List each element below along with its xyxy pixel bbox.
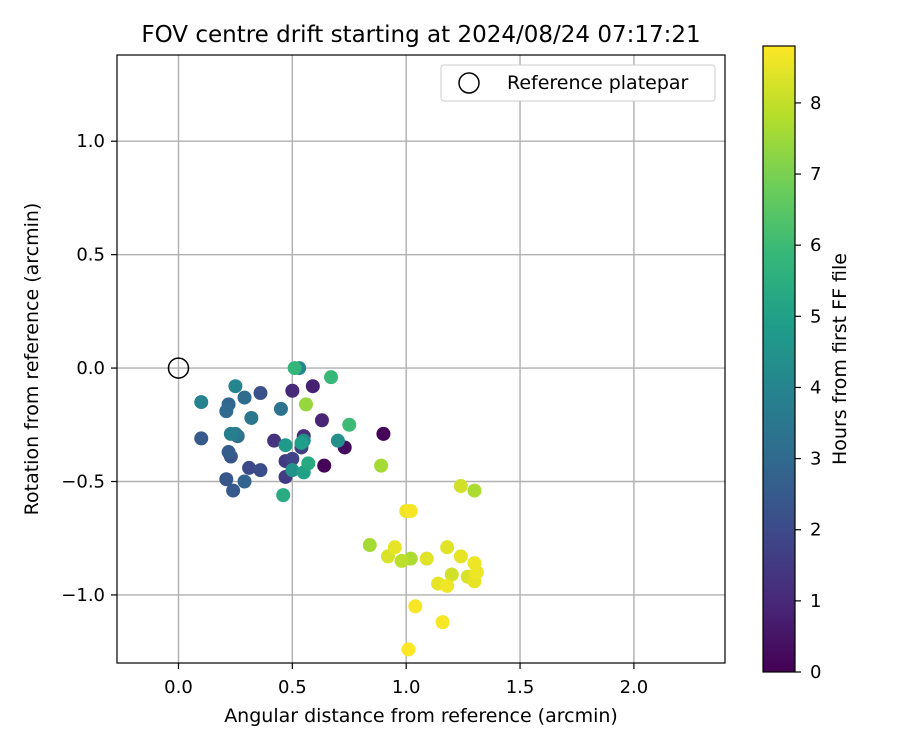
colorbar-tick-label: 8 <box>810 93 821 114</box>
data-point <box>419 551 434 566</box>
legend-box <box>440 64 716 102</box>
x-tick-label: 1.0 <box>392 677 421 698</box>
data-point <box>237 474 252 489</box>
data-point <box>244 410 259 425</box>
colorbar-tick-label: 3 <box>810 449 821 470</box>
data-point <box>330 433 345 448</box>
data-point <box>394 553 409 568</box>
y-tick-label: 0.0 <box>76 358 105 379</box>
data-point <box>374 458 389 473</box>
colorbar-tick-label: 4 <box>810 377 821 398</box>
x-tick-label: 1.5 <box>506 677 535 698</box>
colorbar-tick-label: 6 <box>810 235 821 256</box>
data-point <box>253 463 268 478</box>
data-point <box>294 435 309 450</box>
data-point <box>401 642 416 657</box>
data-point <box>444 567 459 582</box>
y-tick-label: −1.0 <box>61 585 105 606</box>
data-point <box>285 463 300 478</box>
x-axis-ticks: 0.0 0.5 1.0 1.5 2.0 <box>164 663 648 698</box>
data-point <box>221 445 236 460</box>
x-tick-label: 0.5 <box>278 677 307 698</box>
data-point <box>194 395 209 410</box>
y-axis-label: Rotation from reference (arcmin) <box>21 203 43 516</box>
colorbar <box>762 45 796 673</box>
data-point <box>285 451 300 466</box>
plot-frame <box>116 54 726 664</box>
y-tick-label: 0.5 <box>76 245 105 266</box>
reference-platepar-marker <box>167 357 190 379</box>
data-point <box>219 472 234 487</box>
data-point <box>440 578 455 593</box>
colorbar-tick-label: 2 <box>810 520 821 541</box>
colorbar-label: Hours from first FF file <box>829 253 851 465</box>
data-point <box>278 438 293 453</box>
data-point <box>467 556 482 571</box>
y-axis-ticks: 1.0 0.5 0.0 −0.5 −1.0 <box>61 131 117 606</box>
data-point <box>237 390 252 405</box>
data-point <box>194 431 209 446</box>
colorbar-ticks: 0 1 2 3 4 5 6 7 8 <box>795 93 821 683</box>
data-point <box>324 370 339 385</box>
data-point <box>403 504 418 518</box>
data-point <box>226 483 241 498</box>
colorbar-tick-label: 7 <box>810 164 821 185</box>
grid-lines <box>117 55 725 663</box>
data-point <box>287 361 302 376</box>
data-points <box>194 361 484 657</box>
data-point <box>305 379 320 394</box>
data-point <box>223 426 238 441</box>
data-point <box>273 401 288 416</box>
data-point <box>253 386 268 401</box>
data-point <box>408 599 423 614</box>
data-point <box>228 379 243 394</box>
data-point <box>467 483 482 498</box>
y-tick-label: 1.0 <box>76 131 105 152</box>
legend: Reference platepar <box>440 64 716 102</box>
data-point <box>453 549 468 564</box>
data-point <box>435 615 450 630</box>
data-point <box>440 540 455 555</box>
chart-title: FOV centre drift starting at 2024/08/24 … <box>141 22 700 48</box>
data-point <box>299 397 314 412</box>
data-point <box>362 538 377 553</box>
data-point <box>267 433 282 448</box>
data-point <box>242 460 257 475</box>
data-point <box>376 426 391 441</box>
colorbar-tick-label: 0 <box>810 662 821 683</box>
data-point <box>314 413 329 428</box>
x-tick-label: 0.0 <box>164 677 193 698</box>
data-point <box>317 458 332 473</box>
data-point <box>453 479 468 494</box>
colorbar-tick-label: 1 <box>810 591 821 612</box>
data-point <box>387 540 402 555</box>
data-point <box>342 417 357 432</box>
y-tick-label: −0.5 <box>61 472 105 493</box>
x-tick-label: 2.0 <box>620 677 649 698</box>
legend-reference-marker <box>458 72 480 94</box>
data-point <box>219 404 234 419</box>
data-point <box>301 456 316 471</box>
data-point <box>285 383 300 398</box>
legend-entry-reference-platepar: Reference platepar <box>507 72 689 94</box>
data-point <box>276 488 291 503</box>
colorbar-tick-label: 5 <box>810 306 821 327</box>
x-axis-label: Angular distance from reference (arcmin) <box>224 705 618 727</box>
